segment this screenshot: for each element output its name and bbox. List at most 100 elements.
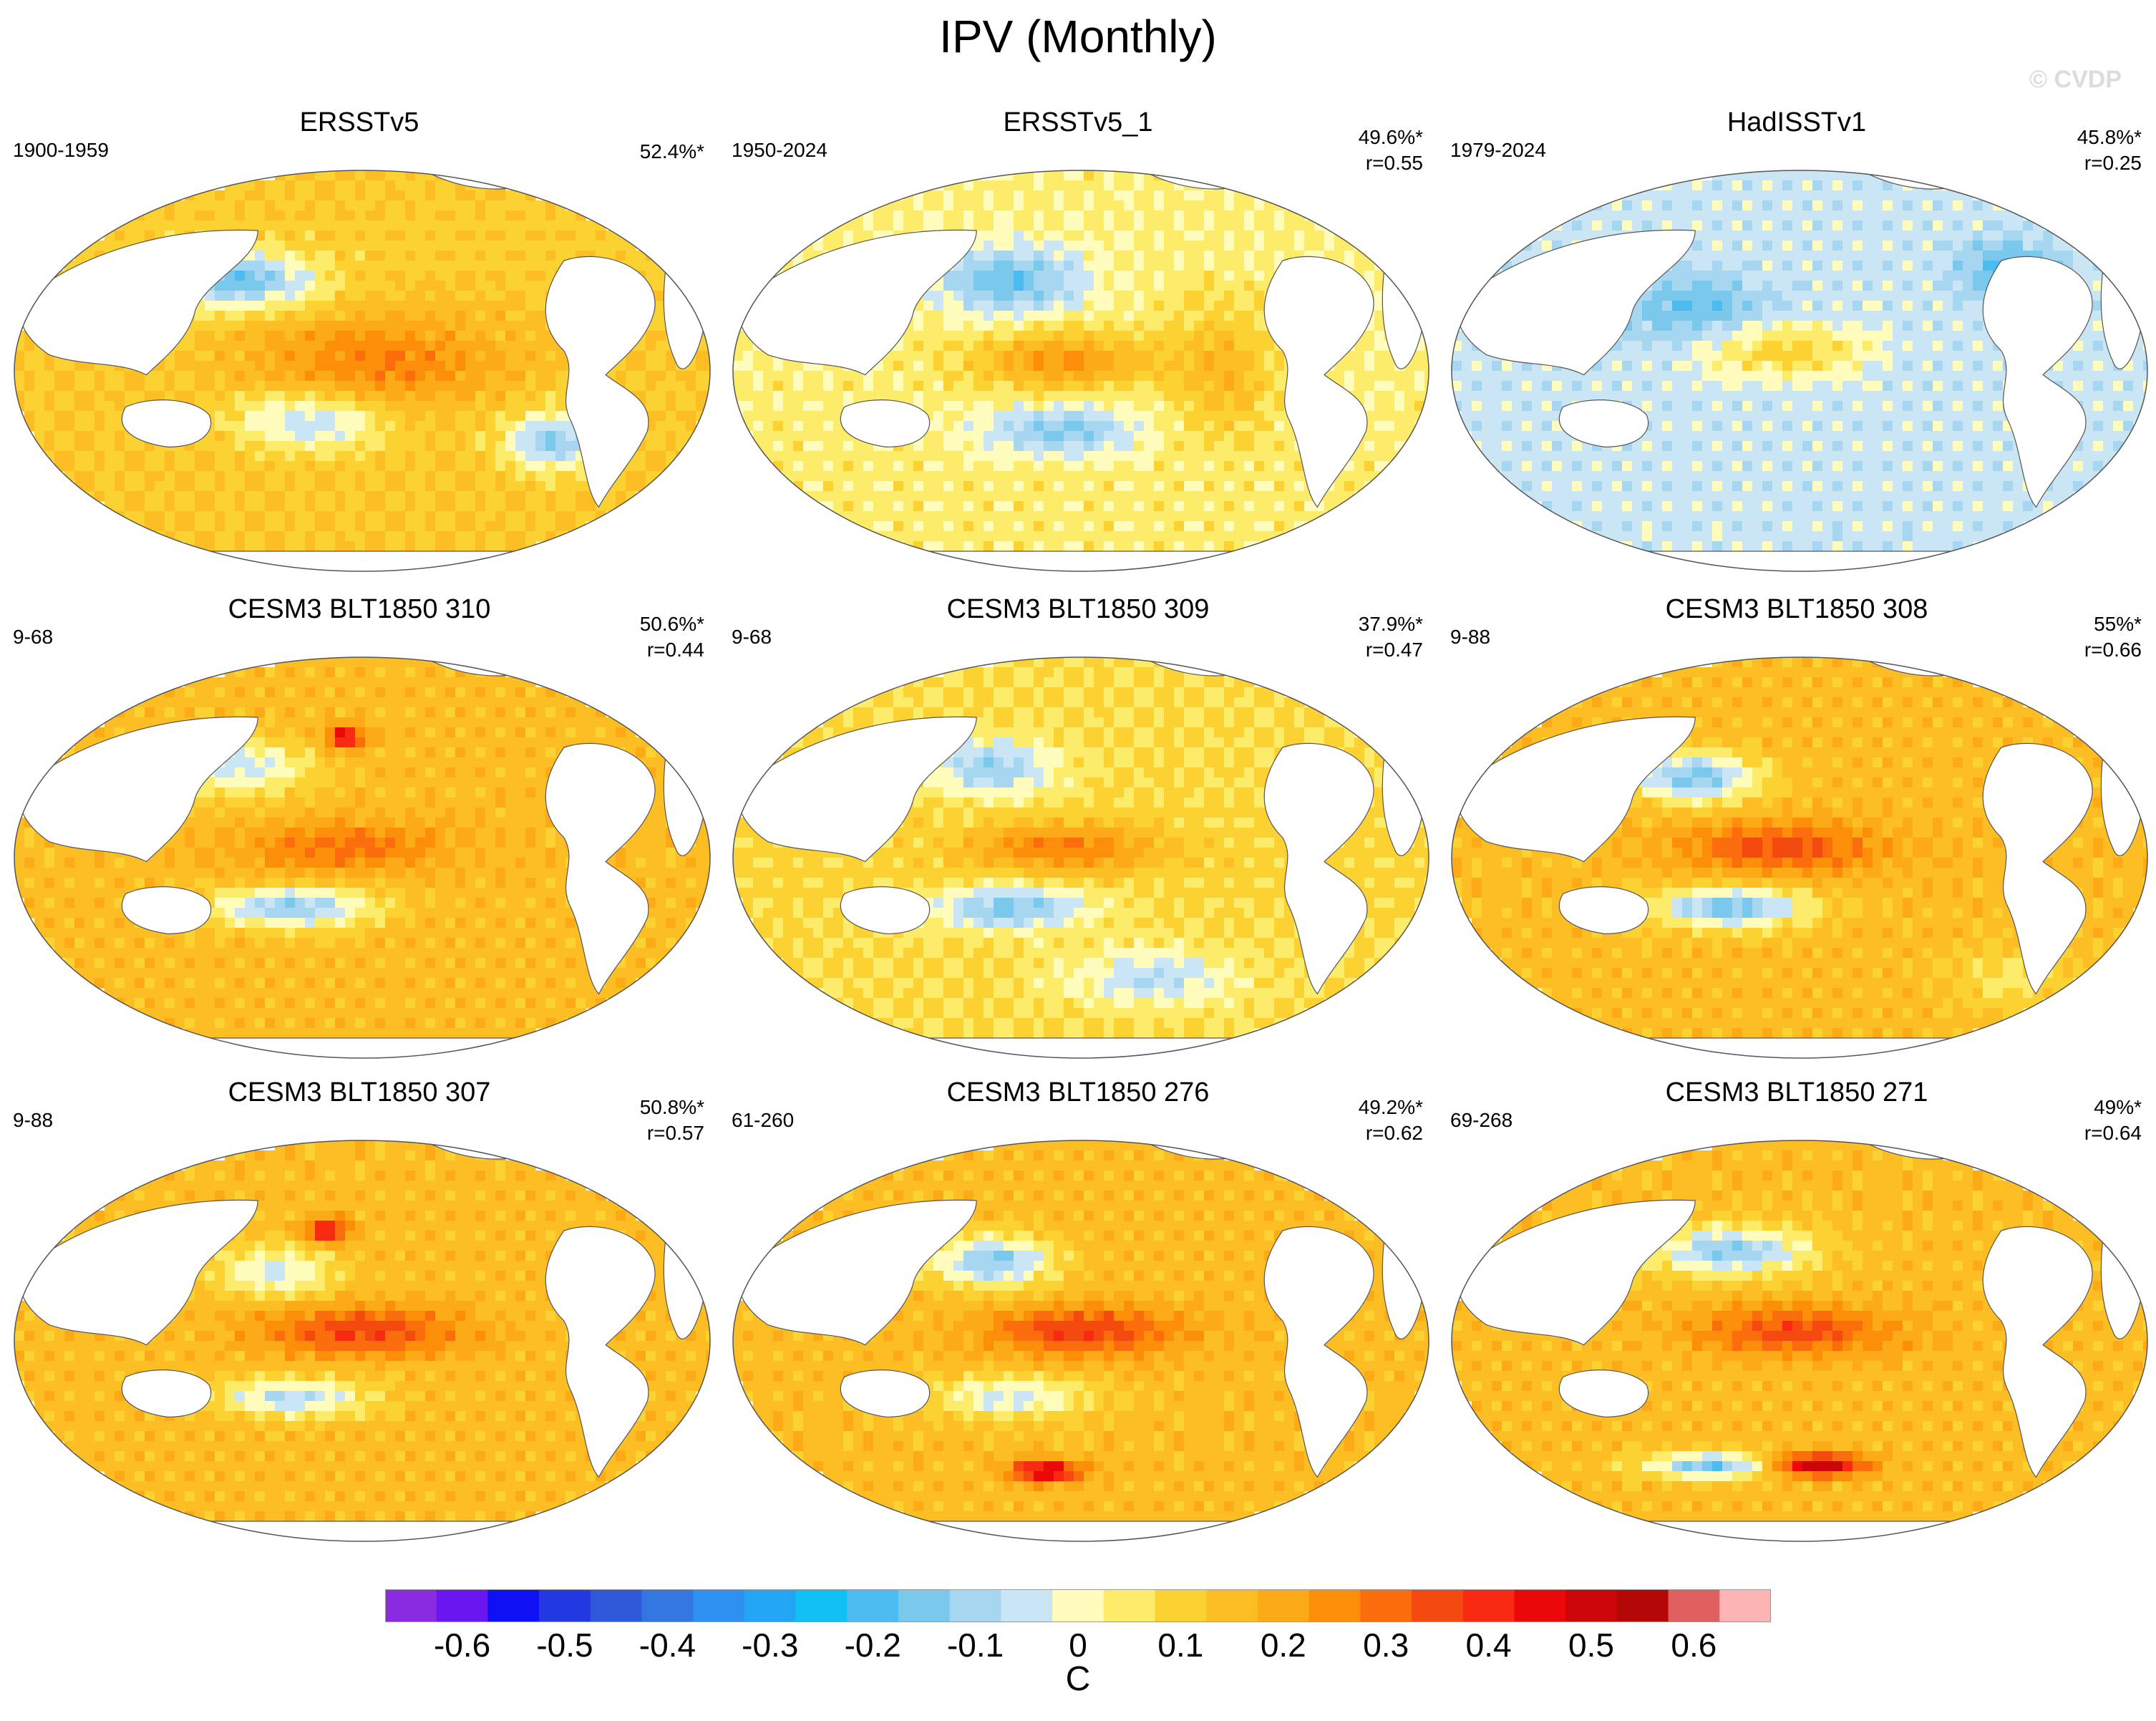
field-cell xyxy=(1324,491,1335,502)
field-cell xyxy=(1124,381,1135,392)
field-cell xyxy=(1184,271,1195,281)
field-cell xyxy=(205,291,215,301)
field-cell xyxy=(395,311,406,321)
field-cell xyxy=(425,501,436,512)
field-cell xyxy=(325,461,336,472)
field-cell xyxy=(743,391,754,402)
field-cell xyxy=(465,190,476,201)
field-cell xyxy=(616,481,626,492)
field-cell xyxy=(1094,261,1104,271)
field-cell xyxy=(1214,251,1225,261)
field-cell xyxy=(984,491,994,502)
field-cell xyxy=(1394,411,1405,422)
field-cell xyxy=(1094,220,1104,231)
field-cell xyxy=(1254,471,1265,482)
field-cell xyxy=(475,200,486,211)
field-cell xyxy=(1234,261,1245,271)
field-cell xyxy=(1054,210,1064,221)
map-outline xyxy=(732,170,1429,572)
field-cell xyxy=(305,291,316,301)
field-cell xyxy=(385,231,396,241)
field-cell xyxy=(1014,331,1024,341)
field-cell xyxy=(1802,180,1813,191)
field-cell xyxy=(1164,481,1175,492)
field-cell xyxy=(1622,210,1633,221)
field-cell xyxy=(465,531,476,542)
field-cell xyxy=(295,231,306,241)
field-cell xyxy=(1064,180,1074,191)
field-cell xyxy=(115,231,125,241)
field-cell xyxy=(913,451,924,462)
field-cell xyxy=(385,170,396,181)
field-cell xyxy=(1104,321,1115,331)
field-cell xyxy=(1254,391,1265,402)
field-cell xyxy=(1983,241,1994,251)
field-cell xyxy=(1164,281,1175,291)
field-cell xyxy=(953,371,964,382)
field-cell xyxy=(626,491,636,502)
field-cell xyxy=(833,231,844,241)
field-cell xyxy=(115,391,125,402)
field-cell xyxy=(1782,231,1793,241)
field-cell xyxy=(1064,281,1074,291)
field-cell xyxy=(1064,431,1074,442)
field-cell xyxy=(1244,461,1255,472)
field-cell xyxy=(1612,220,1623,231)
field-cell xyxy=(245,311,256,321)
field-cell xyxy=(2053,251,2064,261)
field-cell xyxy=(666,401,676,412)
field-cell xyxy=(295,321,306,331)
field-cell xyxy=(823,241,834,251)
field-cell xyxy=(1732,271,1743,281)
field-cell xyxy=(415,251,426,261)
field-cell xyxy=(395,190,406,201)
field-cell xyxy=(405,461,416,472)
field-cell xyxy=(305,210,316,221)
field-cell xyxy=(455,321,466,331)
field-cell xyxy=(445,180,456,191)
field-cell xyxy=(1074,511,1084,522)
field-cell xyxy=(973,301,984,311)
field-cell xyxy=(105,371,115,382)
field-cell xyxy=(973,381,984,392)
field-cell xyxy=(803,481,814,492)
field-cell xyxy=(1582,231,1593,241)
field-cell xyxy=(1104,291,1115,301)
field-cell xyxy=(1154,180,1165,191)
field-cell xyxy=(1184,231,1195,241)
field-cell xyxy=(375,451,386,462)
field-cell xyxy=(1134,521,1145,532)
field-cell xyxy=(984,531,994,542)
field-cell xyxy=(1652,210,1663,221)
field-cell xyxy=(465,220,476,231)
field-cell xyxy=(425,251,436,261)
field-cell xyxy=(1334,371,1345,382)
field-cell xyxy=(1224,381,1235,392)
field-cell xyxy=(803,371,814,382)
field-cell xyxy=(1374,371,1385,382)
field-cell xyxy=(275,441,286,452)
field-cell xyxy=(305,271,316,281)
field-cell xyxy=(245,351,256,362)
land-mass xyxy=(19,229,258,376)
field-cell xyxy=(943,471,954,482)
field-cell xyxy=(1913,241,1923,251)
field-cell xyxy=(505,200,516,211)
field-cell xyxy=(165,461,175,472)
field-cell xyxy=(535,291,546,301)
field-cell xyxy=(1234,200,1245,211)
field-cell xyxy=(823,391,834,402)
field-cell xyxy=(535,281,546,291)
field-cell xyxy=(994,361,1004,372)
field-cell xyxy=(1164,501,1175,512)
field-cell xyxy=(1842,241,1853,251)
field-cell xyxy=(455,491,466,502)
field-cell xyxy=(285,271,296,281)
land-mass xyxy=(545,256,656,508)
field-cell xyxy=(495,491,506,502)
field-cell xyxy=(485,531,496,542)
field-cell xyxy=(1963,261,1973,271)
field-cell xyxy=(495,341,506,352)
field-cell xyxy=(555,251,566,261)
field-cell xyxy=(255,451,266,462)
